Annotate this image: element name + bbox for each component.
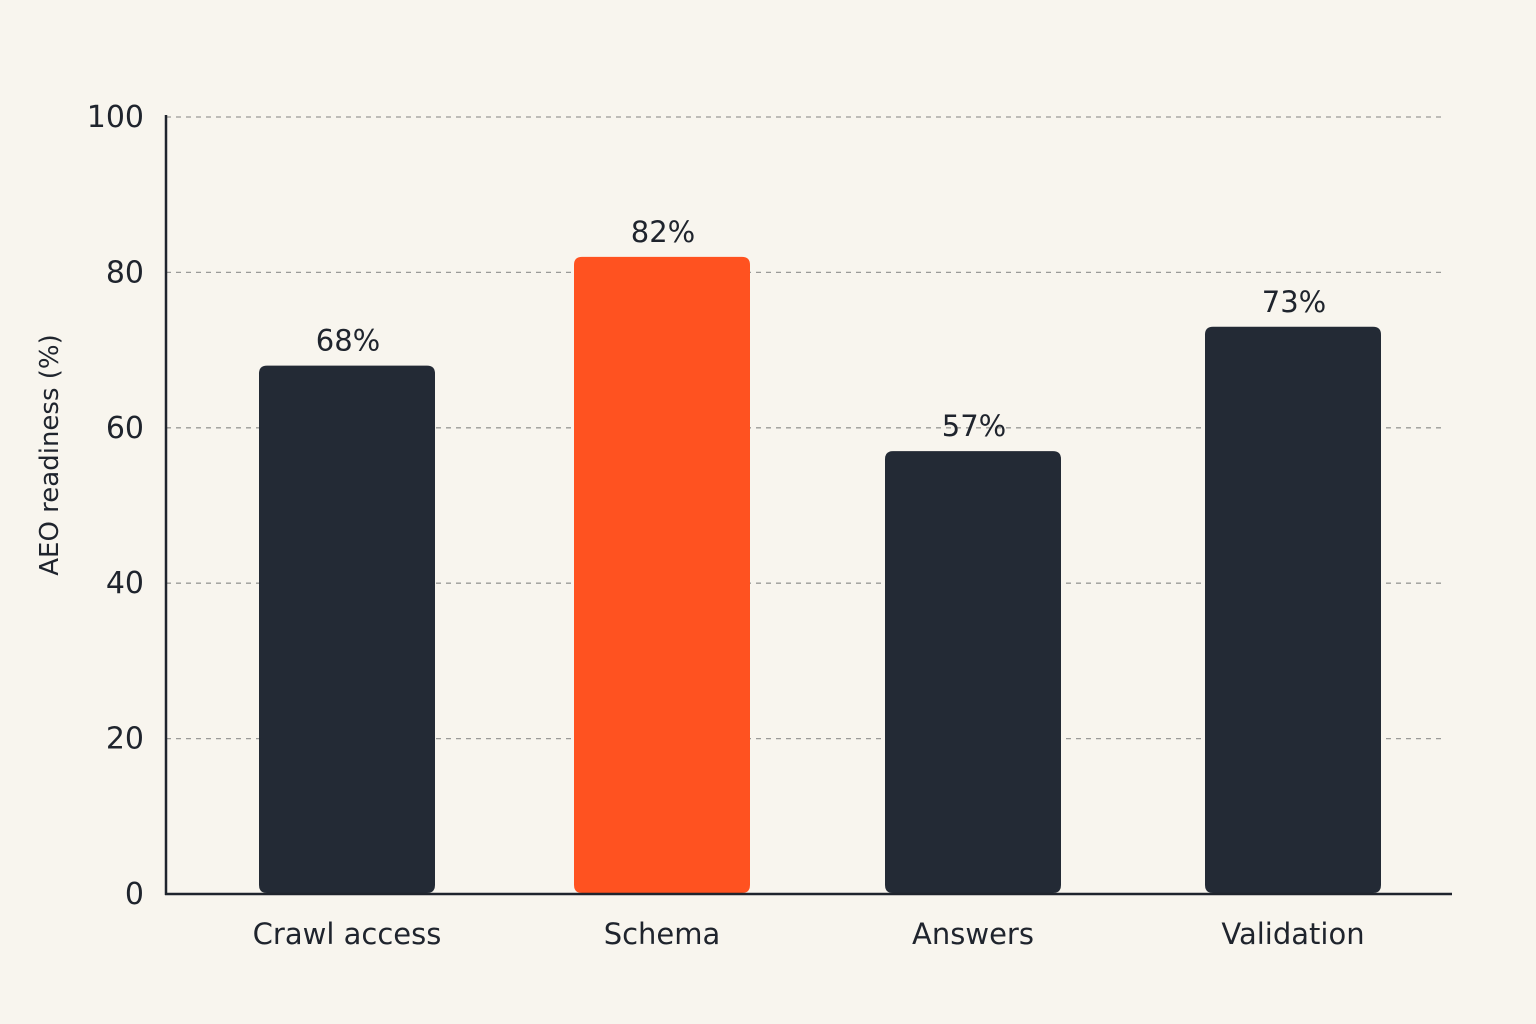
data-label-schema: 82%: [631, 215, 695, 249]
bar-schema: [574, 256, 750, 893]
bar-crawl-access: [259, 365, 435, 893]
y-tick-label-20: 20: [106, 722, 144, 757]
y-axis-title: AEO readiness (%): [35, 334, 65, 576]
category-label-schema: Schema: [604, 917, 721, 951]
y-tick-label-100: 100: [87, 100, 144, 135]
y-tick-label-0: 0: [125, 877, 144, 912]
data-label-validation: 73%: [1262, 285, 1326, 319]
data-label-answers: 57%: [942, 409, 1006, 443]
axes-layer: [164, 115, 1452, 896]
data-labels: 68% 82% 57% 73%: [316, 215, 1326, 443]
y-tick-label-40: 40: [106, 566, 144, 601]
y-tick-labels: 0 20 40 60 80 100: [87, 100, 144, 912]
category-label-answers: Answers: [912, 917, 1034, 951]
bars-layer: [259, 256, 1381, 893]
data-label-crawl-access: 68%: [316, 324, 380, 358]
y-tick-label-80: 80: [106, 255, 144, 290]
category-labels: Crawl access Schema Answers Validation: [253, 917, 1365, 951]
category-label-validation: Validation: [1221, 917, 1364, 951]
bar-answers: [885, 451, 1061, 893]
category-label-crawl-access: Crawl access: [253, 917, 442, 951]
bar-validation: [1205, 326, 1381, 893]
y-tick-label-60: 60: [106, 411, 144, 446]
